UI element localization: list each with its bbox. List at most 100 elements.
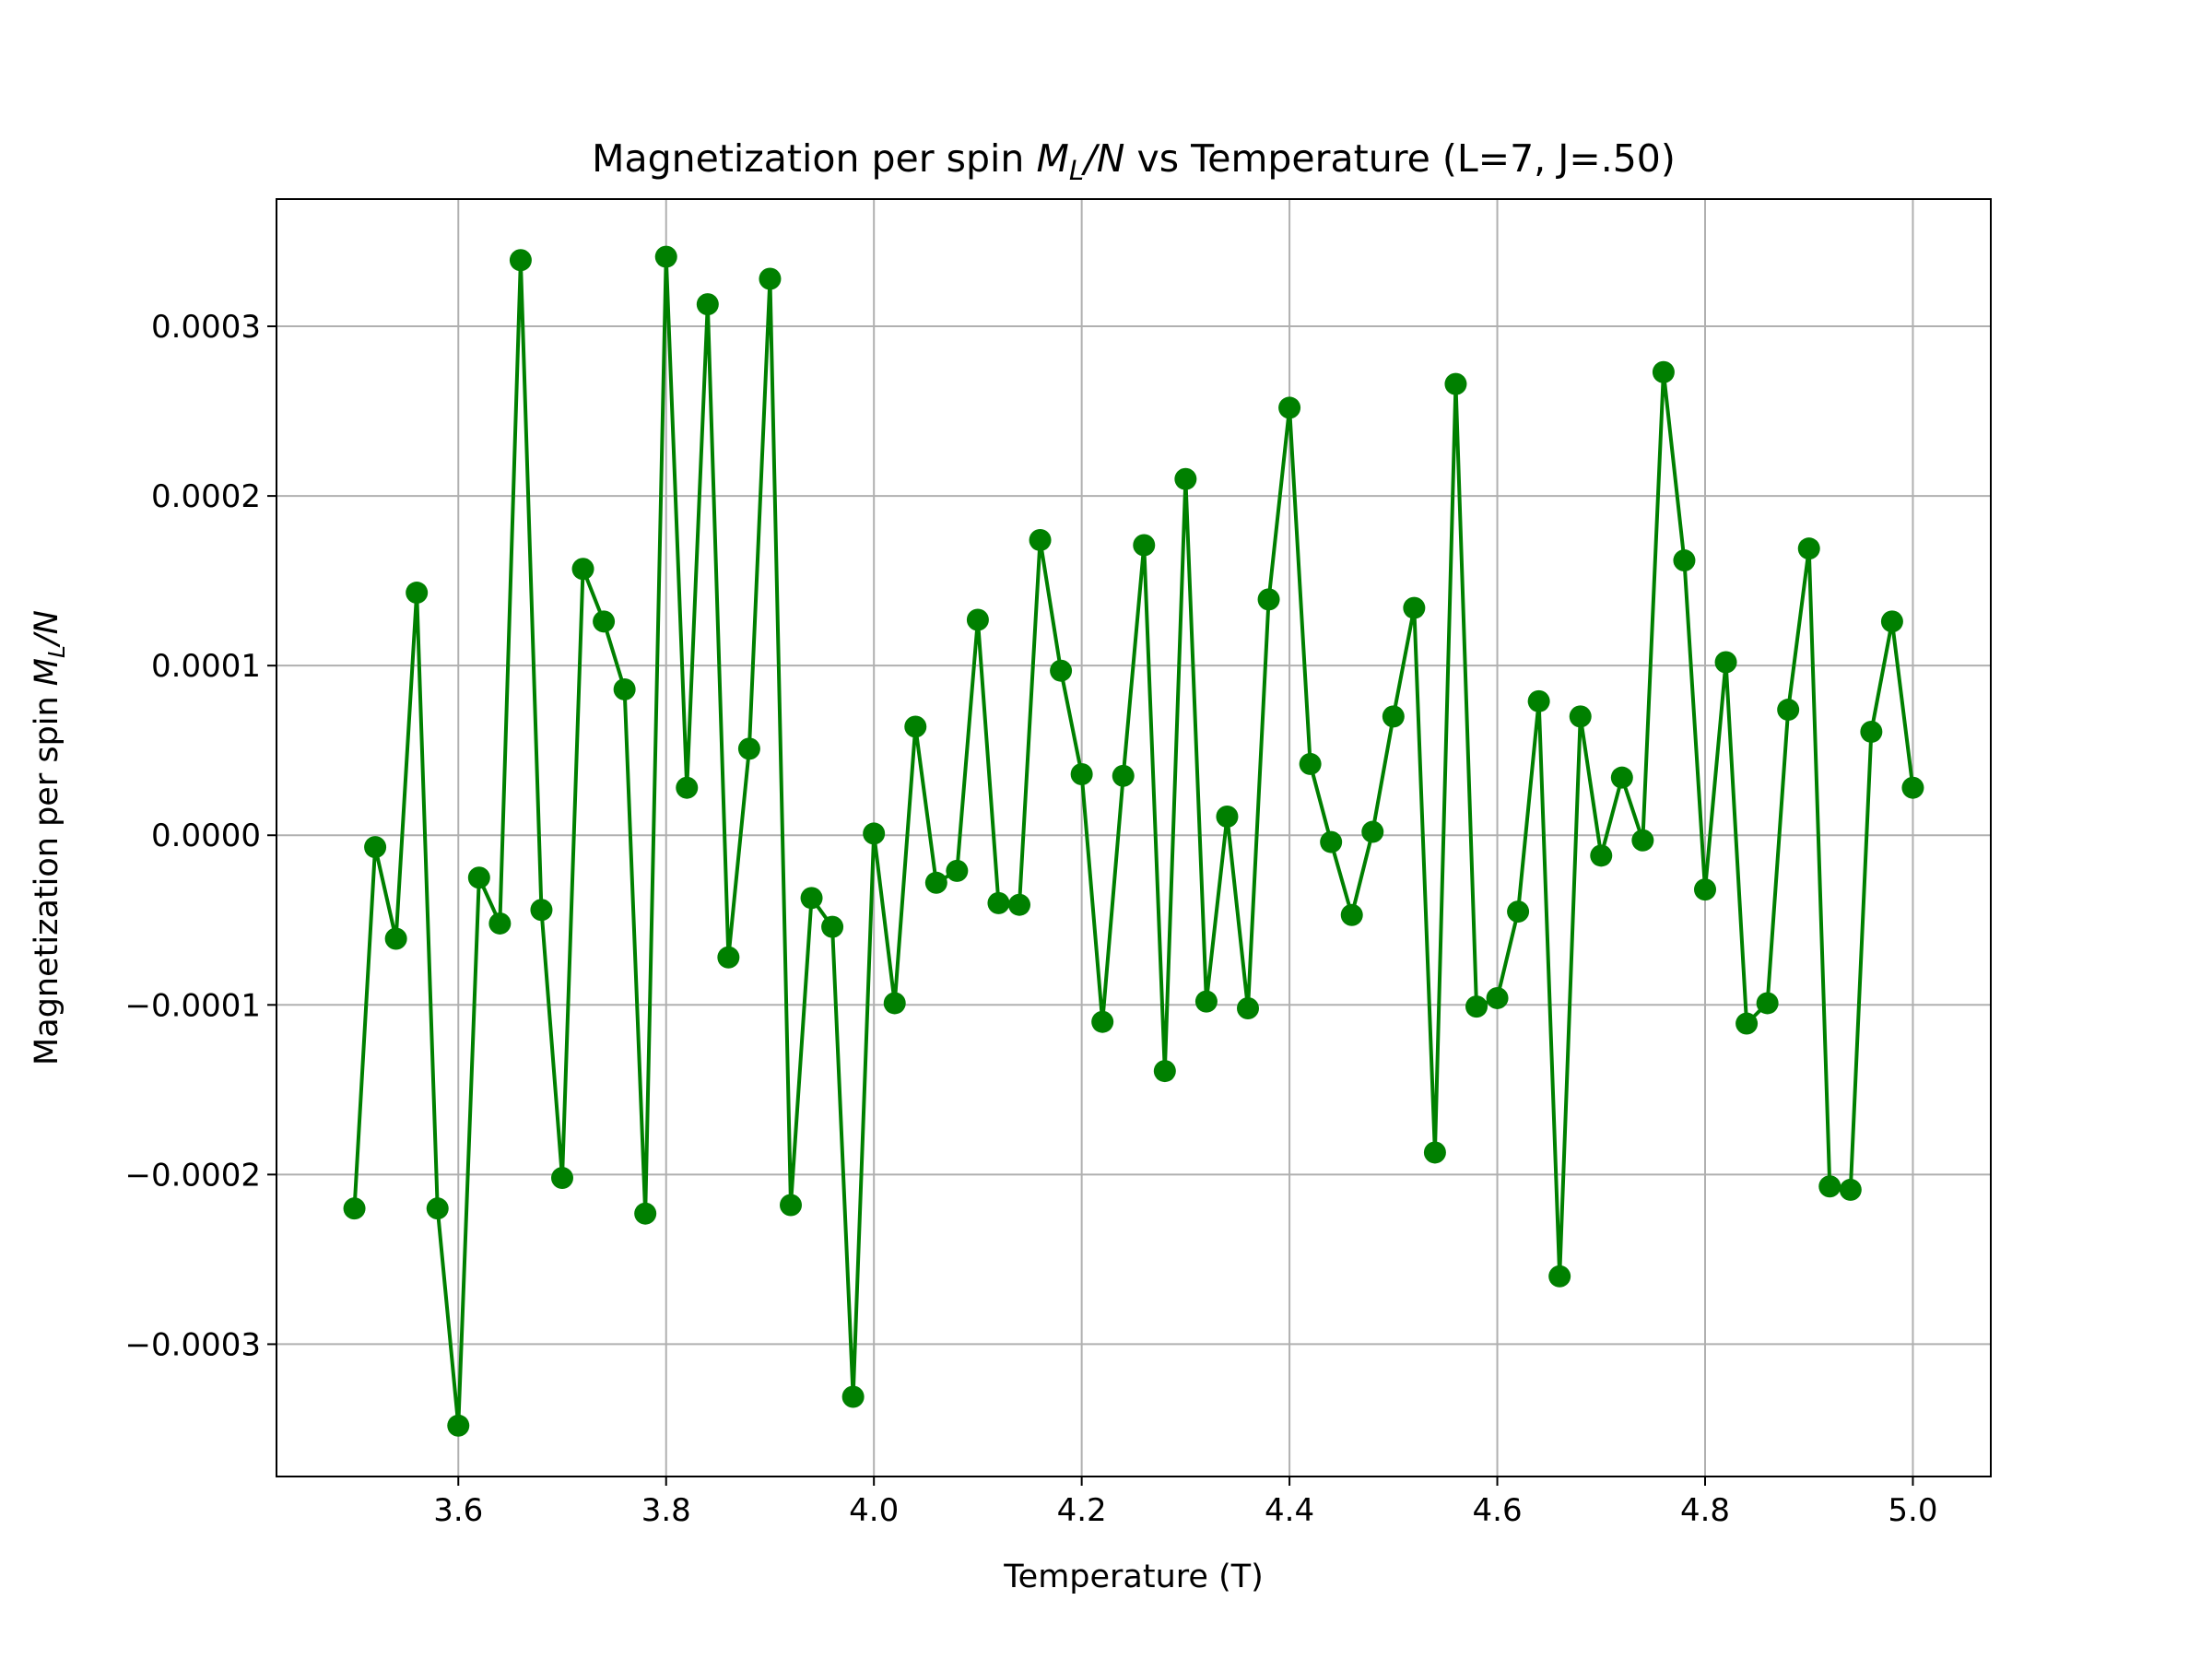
- data-point: [447, 1414, 470, 1437]
- data-point: [1423, 1141, 1446, 1164]
- data-point: [1673, 549, 1696, 572]
- data-point: [1694, 878, 1716, 901]
- y-tick-label: 0.0000: [151, 818, 261, 854]
- plot-frame: [276, 198, 1992, 1477]
- data-point: [1320, 830, 1343, 853]
- data-point: [1112, 764, 1135, 787]
- y-axis-label-prefix: Magnetization per spin: [29, 686, 65, 1065]
- data-point: [1237, 996, 1259, 1019]
- x-tick-label: 3.6: [433, 1492, 483, 1529]
- data-point: [737, 737, 760, 760]
- y-tick-label: −0.0001: [125, 987, 261, 1024]
- x-axis-label: Temperature (T): [1003, 1559, 1264, 1595]
- data-point: [509, 249, 532, 272]
- data-point: [1797, 537, 1820, 560]
- data-point: [364, 836, 387, 859]
- data-point: [1050, 659, 1073, 682]
- plot-area-background: [276, 199, 1991, 1477]
- x-tick-label: 4.8: [1680, 1492, 1730, 1529]
- data-point: [1257, 588, 1280, 611]
- chart-title-math-rest: /N: [1081, 136, 1124, 181]
- y-axis-label-math-sub: L: [43, 645, 70, 658]
- data-point: [780, 1194, 802, 1217]
- data-point: [1216, 805, 1239, 828]
- data-point: [717, 946, 740, 969]
- data-point: [1444, 372, 1467, 395]
- data-point: [1777, 699, 1800, 722]
- y-axis-ticks: −0.0003 −0.0002 −0.0001 0.0000 0.0001 0.0002 0…: [125, 309, 276, 1363]
- y-axis-label-math-rest: /N: [29, 610, 65, 648]
- data-point: [384, 927, 407, 950]
- data-point: [1403, 596, 1426, 619]
- data-point: [883, 992, 906, 1015]
- data-point: [530, 899, 553, 922]
- y-tick-label: 0.0001: [151, 648, 261, 685]
- data-point: [1340, 903, 1363, 926]
- data-point: [676, 776, 699, 799]
- data-point: [1527, 689, 1550, 712]
- series-line: [352, 254, 1915, 1428]
- data-point: [467, 866, 490, 889]
- data-point: [1590, 844, 1613, 867]
- data-point: [1153, 1060, 1176, 1083]
- data-point: [426, 1197, 449, 1220]
- data-point: [551, 1167, 573, 1190]
- data-point: [1631, 829, 1654, 852]
- data-point: [1194, 990, 1218, 1013]
- x-tick-label: 4.2: [1057, 1492, 1107, 1529]
- data-point: [634, 1202, 657, 1225]
- data-point: [904, 715, 927, 738]
- data-point: [946, 859, 969, 882]
- data-point: [863, 822, 886, 845]
- data-point: [1735, 1012, 1759, 1035]
- data-point: [821, 915, 844, 938]
- data-point: [1486, 986, 1509, 1009]
- data-point: [1548, 1265, 1571, 1288]
- data-point: [1652, 360, 1675, 383]
- chart-title-prefix: Magnetization per spin: [592, 136, 1036, 181]
- y-axis-label-math-main: M: [29, 658, 65, 686]
- y-tick-label: −0.0003: [125, 1326, 261, 1363]
- chart-title-math-main: M: [1036, 136, 1068, 181]
- data-point: [1507, 900, 1530, 924]
- data-point: [613, 677, 636, 700]
- data-point: [1901, 776, 1924, 799]
- x-tick-label: 4.4: [1265, 1492, 1314, 1529]
- data-point: [1133, 534, 1156, 557]
- data-point: [800, 887, 823, 910]
- data-point: [1860, 720, 1883, 743]
- grid-lines: [276, 199, 1991, 1477]
- data-point: [1880, 610, 1903, 633]
- chart-title-suffix: vs Temperature (L=7, J=.50): [1124, 136, 1675, 181]
- x-tick-label: 4.0: [849, 1492, 899, 1529]
- data-point: [571, 558, 594, 581]
- data-point: [1756, 992, 1779, 1015]
- data-point: [488, 912, 512, 935]
- data-point: [1299, 752, 1322, 775]
- data-point: [593, 610, 616, 633]
- data-point: [1029, 528, 1052, 551]
- chart-title: Magnetization per spin ML/N vs Temperatu…: [592, 136, 1676, 186]
- data-point: [406, 582, 429, 605]
- data-point: [759, 267, 782, 290]
- y-tick-label: 0.0002: [151, 478, 261, 515]
- x-tick-label: 3.8: [641, 1492, 691, 1529]
- data-point: [1091, 1010, 1114, 1033]
- x-tick-label: 5.0: [1888, 1492, 1937, 1529]
- data-point: [1382, 705, 1405, 728]
- data-point: [1008, 893, 1030, 916]
- chart-title-math-sub: L: [1069, 155, 1084, 186]
- data-point: [841, 1385, 865, 1408]
- data-point: [1818, 1175, 1841, 1198]
- data-point: [1361, 820, 1384, 843]
- data-point: [1610, 766, 1633, 789]
- y-tick-label: 0.0003: [151, 309, 261, 346]
- data-point: [1569, 705, 1592, 728]
- y-tick-label: −0.0002: [125, 1157, 261, 1194]
- data-point: [1278, 396, 1301, 419]
- x-axis-ticks: 3.6 3.8 4.0 4.2 4.4 4.6 4.8 5.0: [433, 1477, 1937, 1529]
- data-point: [966, 608, 989, 631]
- data-point: [1839, 1178, 1862, 1201]
- data-point: [1174, 467, 1197, 490]
